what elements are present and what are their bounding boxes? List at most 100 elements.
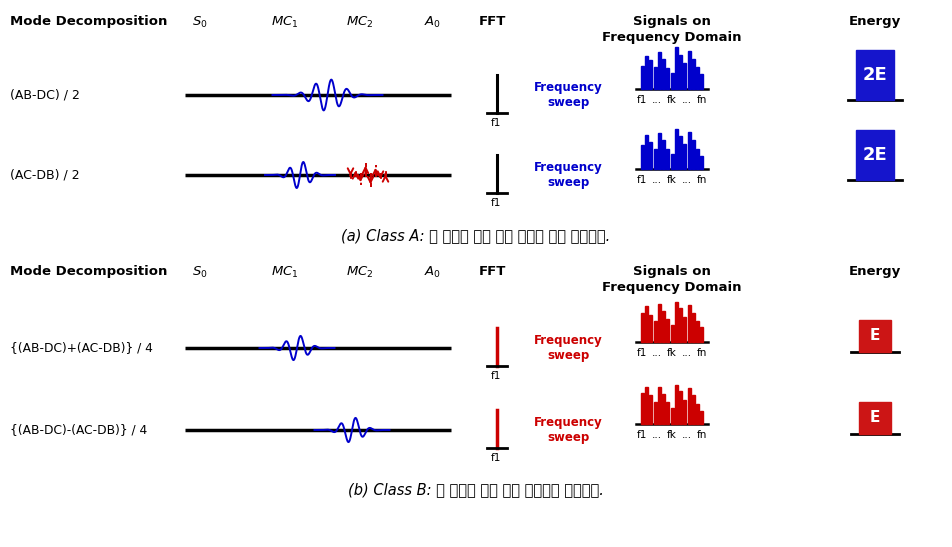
Bar <box>666 149 669 169</box>
Bar <box>645 306 648 342</box>
Bar <box>701 155 704 169</box>
Bar <box>658 304 661 342</box>
Text: $S_0$: $S_0$ <box>192 265 208 280</box>
Text: $A_0$: $A_0$ <box>425 15 442 30</box>
Text: Energy: Energy <box>849 265 902 278</box>
Text: $MC_2$: $MC_2$ <box>347 15 374 30</box>
Bar <box>653 149 657 169</box>
Bar <box>666 319 669 342</box>
Text: fk: fk <box>667 175 677 185</box>
Bar <box>666 68 669 89</box>
Text: FFT: FFT <box>478 15 506 28</box>
Bar <box>666 402 669 424</box>
Bar <box>649 315 652 342</box>
Bar <box>670 408 673 424</box>
Text: fn: fn <box>697 175 707 185</box>
Text: Frequency
sweep: Frequency sweep <box>534 81 603 109</box>
Text: f1: f1 <box>637 348 647 358</box>
Text: Frequency
sweep: Frequency sweep <box>534 334 603 362</box>
Text: ...: ... <box>682 175 692 185</box>
Bar <box>675 47 678 89</box>
Text: fk: fk <box>667 348 677 358</box>
Text: Signals on
Frequency Domain: Signals on Frequency Domain <box>603 265 742 294</box>
Bar <box>684 317 686 342</box>
Bar <box>645 135 648 169</box>
Bar <box>641 144 644 169</box>
Bar <box>645 56 648 89</box>
Text: $A_0$: $A_0$ <box>425 265 442 280</box>
Bar <box>692 141 695 169</box>
Bar <box>687 305 690 342</box>
Text: E: E <box>870 410 881 426</box>
Text: FFT: FFT <box>478 265 506 278</box>
Text: ...: ... <box>652 430 663 440</box>
Text: ...: ... <box>682 430 692 440</box>
Bar <box>859 402 891 434</box>
Text: ...: ... <box>652 348 663 358</box>
Text: f1: f1 <box>491 453 501 463</box>
Text: (b) Class B: 한 종류의 모드 변이 성분만을 포함한다.: (b) Class B: 한 종류의 모드 변이 성분만을 포함한다. <box>348 482 604 497</box>
Bar <box>641 66 644 89</box>
Bar <box>696 67 699 89</box>
Bar <box>653 67 657 89</box>
Bar <box>641 393 644 424</box>
Bar <box>696 321 699 342</box>
Text: Frequency
sweep: Frequency sweep <box>534 161 603 189</box>
Text: $MC_2$: $MC_2$ <box>347 265 374 280</box>
Bar <box>679 136 682 169</box>
Text: {(AB-DC)+(AC-DB)} / 4: {(AB-DC)+(AC-DB)} / 4 <box>10 341 153 354</box>
Text: fn: fn <box>697 348 707 358</box>
Bar <box>675 385 678 424</box>
Bar <box>662 59 665 89</box>
Text: f1: f1 <box>491 118 501 128</box>
Bar <box>696 404 699 424</box>
Bar <box>701 74 704 89</box>
Text: ...: ... <box>682 348 692 358</box>
Text: $MC_1$: $MC_1$ <box>271 265 299 280</box>
Text: 2E: 2E <box>863 146 887 164</box>
Text: Energy: Energy <box>849 15 902 28</box>
Text: f1: f1 <box>491 198 501 208</box>
Bar <box>670 325 673 342</box>
Bar <box>701 327 704 342</box>
Bar <box>645 387 648 424</box>
Bar <box>658 133 661 169</box>
Bar <box>662 311 665 342</box>
Text: {(AB-DC)-(AC-DB)} / 4: {(AB-DC)-(AC-DB)} / 4 <box>10 423 148 437</box>
Text: Frequency
sweep: Frequency sweep <box>534 416 603 444</box>
Text: $S_0$: $S_0$ <box>192 15 208 30</box>
Text: (AC-DB) / 2: (AC-DB) / 2 <box>10 168 80 182</box>
Bar <box>684 400 686 424</box>
Bar <box>653 402 657 424</box>
Bar <box>696 149 699 169</box>
Bar <box>670 154 673 169</box>
Text: Signals on
Frequency Domain: Signals on Frequency Domain <box>603 15 742 44</box>
Bar <box>679 55 682 89</box>
Bar <box>856 130 894 180</box>
Text: f1: f1 <box>637 430 647 440</box>
Bar <box>679 391 682 424</box>
Bar <box>859 320 891 352</box>
Bar <box>649 395 652 424</box>
Bar <box>856 50 894 100</box>
Bar <box>658 52 661 89</box>
Bar <box>687 388 690 424</box>
Bar <box>653 321 657 342</box>
Text: ...: ... <box>652 95 663 105</box>
Bar <box>641 312 644 342</box>
Bar <box>670 73 673 89</box>
Text: E: E <box>870 329 881 344</box>
Bar <box>649 60 652 89</box>
Text: Mode Decomposition: Mode Decomposition <box>10 265 168 278</box>
Bar <box>679 309 682 342</box>
Text: fk: fk <box>667 430 677 440</box>
Bar <box>692 312 695 342</box>
Text: (AB-DC) / 2: (AB-DC) / 2 <box>10 89 80 102</box>
Bar <box>684 144 686 169</box>
Bar <box>649 142 652 169</box>
Text: (a) Class A: 두 종류의 모드 변이 성분을 모두 포함한다.: (a) Class A: 두 종류의 모드 변이 성분을 모두 포함한다. <box>342 228 610 243</box>
Bar <box>687 51 690 89</box>
Bar <box>684 63 686 89</box>
Bar <box>692 59 695 89</box>
Text: 2E: 2E <box>863 66 887 84</box>
